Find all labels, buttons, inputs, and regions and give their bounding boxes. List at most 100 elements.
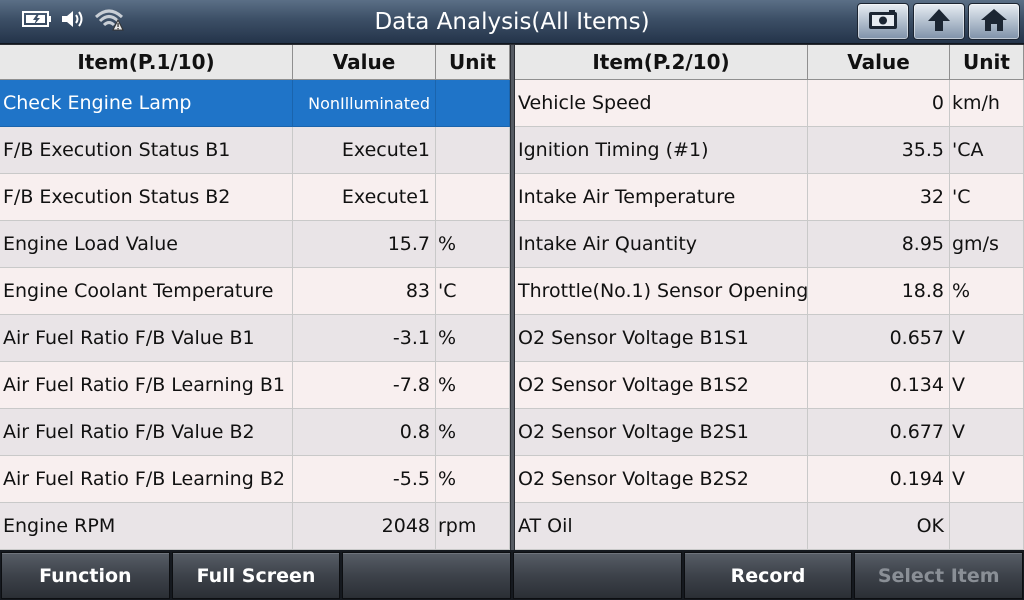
row-item: Air Fuel Ratio F/B Value B1 [0,315,293,362]
table-row[interactable]: Engine Load Value 15.7 % [0,221,510,268]
row-unit: 'C [436,268,510,315]
row-unit: % [436,456,510,503]
row-unit: % [436,362,510,409]
column-header-unit: Unit [436,45,510,80]
table-header: Item(P.1/10) Value Unit [0,45,510,80]
column-header-item: Item(P.2/10) [515,45,808,80]
row-unit: 'C [950,174,1024,221]
row-item: O2 Sensor Voltage B2S2 [515,456,808,503]
screenshot-icon [867,8,899,36]
table-row[interactable]: Engine Coolant Temperature 83 'C [0,268,510,315]
row-item: O2 Sensor Voltage B1S2 [515,362,808,409]
row-unit: % [436,221,510,268]
row-unit: % [436,409,510,456]
row-value: 0.134 [808,362,950,409]
full-screen-button[interactable]: Full Screen [171,552,341,599]
table-row[interactable]: Air Fuel Ratio F/B Value B2 0.8 % [0,409,510,456]
row-item: Air Fuel Ratio F/B Learning B2 [0,456,293,503]
table-row[interactable]: Engine RPM 2048 rpm [0,503,510,550]
row-value: NonIlluminated [293,80,436,127]
row-unit [950,503,1024,550]
row-unit: % [950,268,1024,315]
table-row[interactable]: Ignition Timing (#1) 35.5 'CA [515,127,1024,174]
row-item: Intake Air Quantity [515,221,808,268]
column-header-unit: Unit [950,45,1024,80]
row-value: 18.8 [808,268,950,315]
table-row[interactable]: F/B Execution Status B1 Execute1 [0,127,510,174]
table-row[interactable]: O2 Sensor Voltage B2S1 0.677 V [515,409,1024,456]
row-item: AT Oil [515,503,808,550]
table-row[interactable]: O2 Sensor Voltage B1S2 0.134 V [515,362,1024,409]
table-row[interactable]: AT Oil OK [515,503,1024,550]
row-item: Check Engine Lamp [0,80,293,127]
screenshot-button[interactable] [857,3,909,40]
row-value: 35.5 [808,127,950,174]
row-unit [436,80,510,127]
row-value: -3.1 [293,315,436,362]
row-unit [436,127,510,174]
row-item: Ignition Timing (#1) [515,127,808,174]
table-row[interactable]: Intake Air Temperature 32 'C [515,174,1024,221]
row-unit: V [950,315,1024,362]
function-button[interactable]: Function [1,552,170,599]
row-value: 83 [293,268,436,315]
status-icons [22,8,124,34]
row-value: -5.5 [293,456,436,503]
row-item: Vehicle Speed [515,80,808,127]
table-row[interactable]: Intake Air Quantity 8.95 gm/s [515,221,1024,268]
table-row[interactable]: O2 Sensor Voltage B1S1 0.657 V [515,315,1024,362]
row-value: OK [808,503,950,550]
table-row[interactable]: Air Fuel Ratio F/B Value B1 -3.1 % [0,315,510,362]
row-unit: rpm [436,503,510,550]
table-row[interactable]: Air Fuel Ratio F/B Learning B2 -5.5 % [0,456,510,503]
row-value: 15.7 [293,221,436,268]
table-row[interactable]: O2 Sensor Voltage B2S2 0.194 V [515,456,1024,503]
title-bar: Data Analysis(All Items) [0,0,1024,44]
row-unit: 'CA [950,127,1024,174]
row-unit: V [950,456,1024,503]
row-item: O2 Sensor Voltage B1S1 [515,315,808,362]
row-unit: km/h [950,80,1024,127]
back-arrow-icon [924,7,954,37]
row-item: Engine Load Value [0,221,293,268]
row-value: 2048 [293,503,436,550]
record-button[interactable]: Record [683,552,853,599]
wifi-icon [94,7,124,35]
table-row[interactable]: Check Engine Lamp NonIlluminated [0,80,510,127]
table-row[interactable]: Throttle(No.1) Sensor Opening 18.8 % [515,268,1024,315]
home-button[interactable] [968,3,1020,40]
table-row[interactable]: Air Fuel Ratio F/B Learning B1 -7.8 % [0,362,510,409]
row-unit: % [436,315,510,362]
row-item: Engine Coolant Temperature [0,268,293,315]
home-icon [979,7,1009,37]
column-header-value: Value [293,45,436,80]
row-unit: V [950,409,1024,456]
column-header-item: Item(P.1/10) [0,45,293,80]
empty-button-2[interactable] [513,552,682,599]
table-row[interactable]: F/B Execution Status B2 Execute1 [0,174,510,221]
row-item: Engine RPM [0,503,293,550]
bottom-toolbar: Function Full Screen Record Select Item [0,550,1024,600]
row-unit: gm/s [950,221,1024,268]
row-value: 0.657 [808,315,950,362]
row-value: 32 [808,174,950,221]
row-value: Execute1 [293,127,436,174]
page-title: Data Analysis(All Items) [374,9,650,35]
empty-button-1[interactable] [342,552,512,599]
battery-icon [22,10,52,32]
row-item: Air Fuel Ratio F/B Learning B1 [0,362,293,409]
row-unit: V [950,362,1024,409]
row-value: 0.677 [808,409,950,456]
row-value: 0.8 [293,409,436,456]
row-item: Throttle(No.1) Sensor Opening [515,268,808,315]
back-button[interactable] [913,3,965,40]
row-value: -7.8 [293,362,436,409]
column-header-value: Value [808,45,950,80]
table-row[interactable]: Vehicle Speed 0 km/h [515,80,1024,127]
table-header: Item(P.2/10) Value Unit [515,45,1024,80]
data-table-page-2: Item(P.2/10) Value Unit Vehicle Speed 0 … [515,45,1024,550]
select-item-button[interactable]: Select Item [854,552,1024,599]
row-unit [436,174,510,221]
column-divider [510,45,515,550]
row-value: 0 [808,80,950,127]
